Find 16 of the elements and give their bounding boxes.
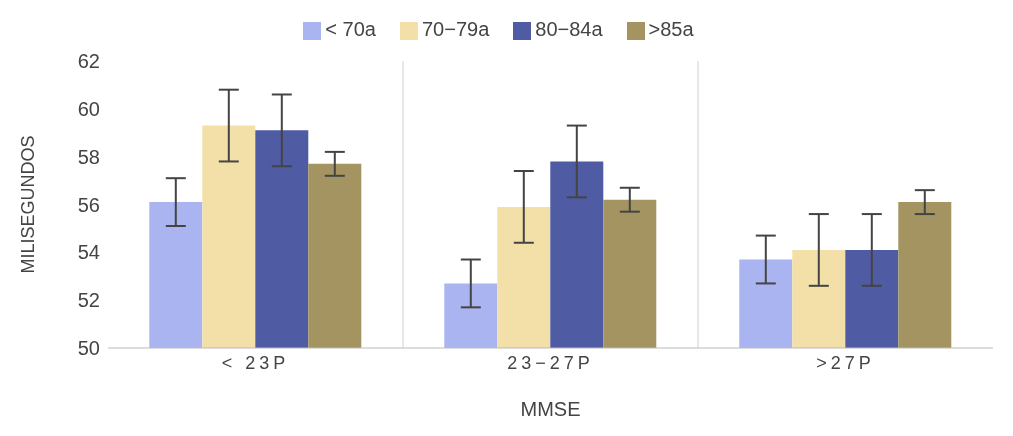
legend-label: < 70a bbox=[325, 18, 376, 40]
y-tick-label: 58 bbox=[77, 145, 100, 168]
y-tick-label: 54 bbox=[77, 241, 100, 264]
legend-label: >85a bbox=[648, 18, 694, 40]
y-tick-label: 56 bbox=[77, 193, 100, 216]
legend-label: 70−79a bbox=[421, 18, 490, 40]
y-tick-label: 62 bbox=[77, 50, 100, 73]
y-tick-label: 60 bbox=[77, 97, 100, 120]
x-tick-label: < 23P bbox=[221, 352, 290, 373]
x-axis-title: MMSE bbox=[520, 398, 581, 420]
y-axis-title: MILISEGUNDOS bbox=[18, 135, 39, 274]
y-tick-label: 50 bbox=[77, 337, 100, 360]
y-tick-label: 52 bbox=[77, 289, 100, 312]
legend-label: 80−84a bbox=[535, 18, 603, 40]
x-tick-label: >27P bbox=[816, 352, 875, 373]
x-tick-label: 23−27P bbox=[507, 352, 594, 373]
